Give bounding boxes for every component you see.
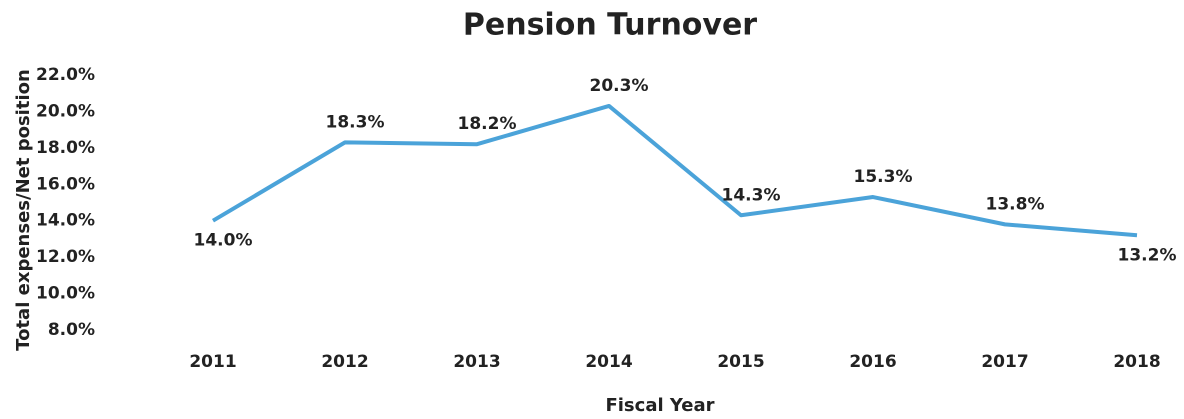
- x-tick-label: 2016: [849, 352, 896, 372]
- x-tick-label: 2012: [321, 352, 368, 372]
- data-label: 13.2%: [1118, 245, 1177, 265]
- y-tick-label: 22.0%: [36, 65, 95, 85]
- data-label: 14.3%: [722, 185, 781, 205]
- y-tick-label: 8.0%: [48, 320, 95, 340]
- y-tick-label: 16.0%: [36, 174, 95, 194]
- y-tick-label: 10.0%: [36, 284, 95, 304]
- data-label: 14.0%: [194, 231, 253, 251]
- chart-title: Pension Turnover: [463, 8, 757, 43]
- x-tick-label: 2014: [585, 352, 632, 372]
- x-tick-label: 2018: [1113, 352, 1160, 372]
- x-tick-label: 2011: [189, 352, 236, 372]
- y-tick-label: 14.0%: [36, 211, 95, 231]
- y-tick-label: 20.0%: [36, 101, 95, 121]
- data-label: 13.8%: [986, 194, 1045, 214]
- x-tick-label: 2013: [453, 352, 500, 372]
- y-axis-label: Total expenses/Net position: [13, 69, 34, 351]
- data-label: 18.3%: [326, 112, 385, 132]
- data-label: 15.3%: [854, 167, 913, 187]
- line: [211, 103, 1138, 238]
- x-tick-label: 2017: [981, 352, 1028, 372]
- data-label: 18.2%: [458, 114, 517, 134]
- y-tick-label: 12.0%: [36, 247, 95, 267]
- x-axis-label: Fiscal Year: [605, 395, 714, 416]
- y-tick-label: 18.0%: [36, 138, 95, 158]
- data-label: 20.3%: [590, 76, 649, 96]
- x-tick-label: 2015: [717, 352, 764, 372]
